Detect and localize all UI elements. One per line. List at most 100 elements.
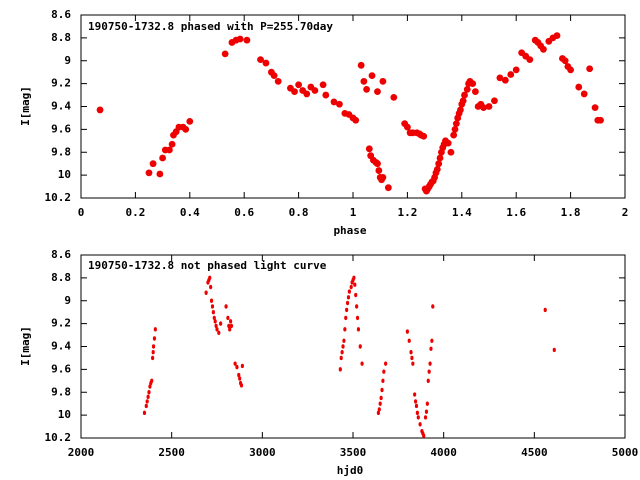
phased-data-point [182, 125, 190, 133]
unphased-y-tick-label: 9.2 [51, 317, 71, 330]
unphased-data-point [384, 361, 388, 366]
unphased-x-tick-label: 2500 [158, 446, 185, 459]
unphased-y-tick-label: 9.6 [51, 362, 71, 375]
phased-data-point [336, 100, 343, 108]
unphased-data-point [355, 315, 360, 321]
unphased-x-axis-label: hjd0 [337, 464, 364, 477]
phased-data-point [186, 117, 194, 125]
unphased-data-point [345, 307, 349, 313]
phased-data-point [375, 167, 383, 174]
phased-data-point [295, 81, 302, 89]
unphased-x-tick-label: 3500 [340, 446, 367, 459]
phased-data-point [357, 61, 365, 69]
phased-data-point [420, 132, 428, 140]
phased-data-point [496, 74, 504, 82]
phased-data-point [352, 116, 360, 124]
phased-data-point [597, 116, 604, 124]
phased-y-tick-label: 10 [58, 168, 71, 181]
unphased-data-point [347, 289, 351, 294]
unphased-data-point [425, 401, 429, 406]
unphased-data-point [227, 323, 231, 329]
phased-data-point [270, 72, 278, 80]
phased-data-point [553, 32, 561, 39]
phased-data-point [540, 45, 547, 53]
phased-x-tick-label: 0 [78, 206, 85, 219]
phased-data-point [330, 98, 338, 106]
unphased-y-tick-label: 8.8 [51, 271, 71, 284]
phased-data-points [96, 32, 604, 195]
phased-x-tick-label: 1.8 [561, 206, 581, 219]
phased-y-tick-label: 9.4 [51, 100, 71, 113]
phased-data-point [236, 35, 244, 43]
unphased-data-point [233, 361, 237, 366]
unphased-data-point [147, 390, 151, 395]
unphased-y-tick-label: 9.8 [51, 385, 71, 398]
phased-data-point [257, 56, 264, 64]
unphased-data-point [239, 383, 244, 388]
phased-x-tick-label: 0.2 [125, 206, 145, 219]
phased-data-point [319, 81, 327, 89]
phased-y-tick-label: 8.8 [51, 31, 71, 44]
phased-data-point [450, 131, 458, 139]
unphased-data-point [423, 415, 428, 420]
unphased-data-point [151, 350, 155, 355]
unphased-data-point [379, 395, 383, 401]
phased-data-point [459, 97, 467, 105]
phased-x-ticks: 0 0.2 0.4 0.6 0.8 1 1.2 1.4 1.6 1.8 2 [78, 15, 629, 219]
unphased-data-point [210, 304, 215, 309]
unphased-data-point [377, 407, 381, 412]
unphased-data-point [229, 323, 234, 329]
phased-data-point [447, 148, 455, 156]
phased-data-point [452, 120, 460, 128]
phased-light-curve-panel: 0 0.2 0.4 0.6 0.8 1 1.2 1.4 1.6 1.8 2 8.6 8.8 9 9.2 9.… [19, 8, 628, 237]
unphased-data-point [407, 338, 411, 343]
phased-data-point [96, 106, 104, 114]
phased-data-point [166, 146, 173, 154]
unphased-data-point [381, 378, 385, 384]
phased-x-tick-label: 2 [622, 206, 629, 219]
unphased-data-point [378, 401, 382, 406]
unphased-data-point [229, 319, 233, 324]
phased-data-point [291, 88, 298, 96]
phased-x-axis-label: phase [333, 224, 366, 237]
unphased-data-point [349, 284, 353, 290]
unphased-data-point [414, 403, 419, 409]
unphased-data-point [219, 321, 223, 326]
unphased-data-point [151, 355, 155, 361]
phased-data-point [149, 160, 157, 168]
phased-y-tick-label: 9.8 [51, 145, 71, 158]
phased-data-point [463, 85, 471, 93]
unphased-data-point [416, 415, 420, 420]
phased-data-point [404, 123, 411, 131]
phased-x-tick-label: 1.4 [452, 206, 472, 219]
phased-data-point [435, 160, 443, 168]
unphased-data-point [411, 361, 415, 366]
unphased-data-point [418, 422, 422, 427]
phased-data-point [374, 88, 381, 96]
unphased-data-point [415, 410, 419, 416]
unphased-data-point [213, 319, 217, 324]
unphased-data-point [237, 372, 241, 378]
unphased-y-tick-label: 10.2 [45, 431, 72, 444]
unphased-data-point [212, 315, 216, 321]
phased-data-point [262, 59, 270, 67]
phased-data-point [311, 87, 319, 94]
unphased-chart-title: 190750-1732.8 not phased light curve [88, 259, 327, 272]
phased-data-point [591, 104, 599, 112]
phased-x-tick-label: 0.4 [180, 206, 200, 219]
unphased-data-point [345, 300, 350, 306]
phased-y-tick-label: 9.6 [51, 122, 71, 135]
unphased-data-point [214, 323, 218, 329]
unphased-data-point [150, 378, 154, 384]
unphased-y-tick-label: 9.4 [51, 340, 71, 353]
phased-x-tick-label: 0.6 [234, 206, 254, 219]
unphased-data-point [341, 344, 345, 349]
phased-x-tick-label: 1 [350, 206, 357, 219]
phased-data-point [461, 91, 468, 99]
unphased-data-point [380, 387, 384, 393]
unphased-data-point [224, 304, 228, 309]
unphased-data-point [422, 433, 426, 438]
unphased-data-point [151, 344, 156, 349]
